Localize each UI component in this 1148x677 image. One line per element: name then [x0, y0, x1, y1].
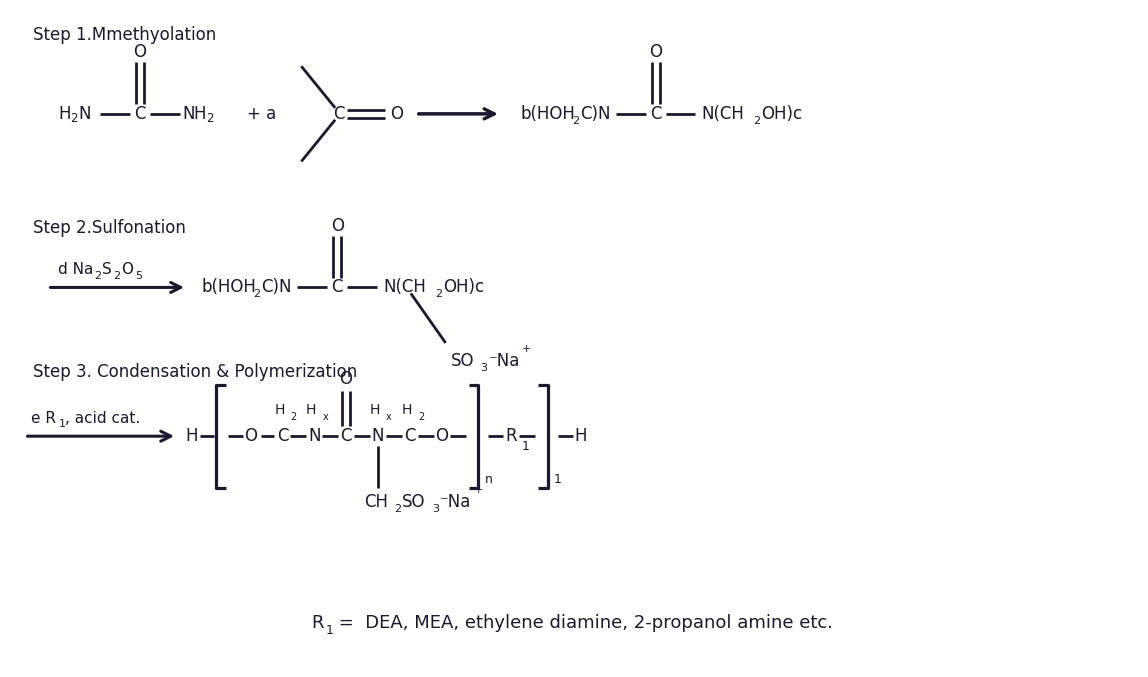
Text: C: C [277, 427, 288, 445]
Text: N(CH: N(CH [383, 278, 426, 297]
Text: CH: CH [364, 493, 388, 510]
Text: H: H [186, 427, 199, 445]
Text: d Na: d Na [57, 262, 93, 277]
Text: R: R [505, 427, 517, 445]
Text: N: N [372, 427, 385, 445]
Text: S: S [102, 262, 113, 277]
Text: Step 2.Sulfonation: Step 2.Sulfonation [32, 219, 186, 237]
Text: C: C [333, 105, 344, 123]
Text: Step 1.Mmethyolation: Step 1.Mmethyolation [32, 26, 216, 43]
Text: n: n [484, 473, 492, 486]
Text: b(HOH: b(HOH [202, 278, 257, 297]
Text: 2: 2 [435, 289, 442, 299]
Text: 2: 2 [254, 289, 261, 299]
Text: O: O [435, 427, 448, 445]
Text: R: R [311, 613, 324, 632]
Text: H: H [370, 403, 380, 418]
Text: +: + [473, 485, 483, 495]
Text: 2: 2 [290, 412, 296, 422]
Text: Step 3. Condensation & Polymerization: Step 3. Condensation & Polymerization [32, 363, 357, 380]
Text: 1: 1 [59, 419, 65, 429]
Text: + a: + a [247, 105, 277, 123]
Text: N: N [308, 427, 320, 445]
Text: 3: 3 [481, 363, 488, 373]
Text: O: O [331, 217, 343, 235]
Text: 3: 3 [432, 504, 439, 514]
Text: O: O [245, 427, 257, 445]
Text: b(HOH: b(HOH [520, 105, 575, 123]
Text: 1: 1 [325, 624, 333, 637]
Text: C: C [404, 427, 416, 445]
Text: C)N: C)N [262, 278, 292, 297]
Text: 2: 2 [114, 271, 121, 280]
Text: H: H [575, 427, 588, 445]
Text: OH)c: OH)c [761, 105, 802, 123]
Text: 2: 2 [94, 271, 101, 280]
Text: SO: SO [451, 352, 474, 370]
Text: H: H [402, 403, 412, 418]
Text: O: O [390, 105, 403, 123]
Text: ⁻Na: ⁻Na [488, 352, 520, 370]
Text: ⁻Na: ⁻Na [440, 493, 471, 510]
Text: x: x [386, 412, 391, 422]
Text: C: C [134, 105, 146, 123]
Text: 1: 1 [521, 439, 529, 453]
Text: =  DEA, MEA, ethylene diamine, 2-propanol amine etc.: = DEA, MEA, ethylene diamine, 2-propanol… [333, 613, 833, 632]
Text: H: H [307, 403, 317, 418]
Text: x: x [323, 412, 328, 422]
Text: C: C [332, 278, 343, 297]
Text: 5: 5 [135, 271, 142, 280]
Text: O: O [340, 370, 352, 388]
Text: OH)c: OH)c [443, 278, 483, 297]
Text: , acid cat.: , acid cat. [65, 411, 141, 426]
Text: e R: e R [31, 411, 55, 426]
Text: 2: 2 [572, 116, 579, 126]
Text: +: + [522, 344, 532, 354]
Text: N(CH: N(CH [701, 105, 744, 123]
Text: H$_2$N: H$_2$N [57, 104, 91, 124]
Text: O: O [133, 43, 147, 62]
Text: O: O [122, 262, 133, 277]
Text: O: O [649, 43, 662, 62]
Text: 1: 1 [554, 473, 563, 486]
Text: 2: 2 [753, 116, 760, 126]
Text: H: H [274, 403, 285, 418]
Text: C: C [340, 427, 351, 445]
Text: 2: 2 [418, 412, 424, 422]
Text: C: C [650, 105, 661, 123]
Text: 2: 2 [394, 504, 401, 514]
Text: C)N: C)N [580, 105, 611, 123]
Text: NH$_2$: NH$_2$ [183, 104, 215, 124]
Text: SO: SO [402, 493, 426, 510]
